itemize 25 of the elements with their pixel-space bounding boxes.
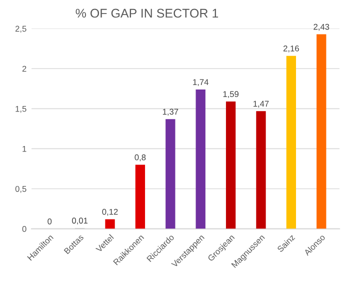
bar [166, 119, 176, 229]
bar [196, 89, 206, 229]
data-label: 1,37 [162, 108, 178, 116]
bar [226, 101, 236, 229]
bar [316, 34, 326, 229]
bar [135, 164, 146, 229]
bar [105, 219, 115, 229]
data-label: 0,8 [134, 154, 146, 162]
bar [286, 56, 296, 229]
data-label: 0 [48, 218, 52, 224]
data-label: 1,74 [193, 79, 208, 86]
y-tick-label: 0,5 [15, 186, 26, 193]
data-label: 0,01 [72, 218, 88, 225]
y-tick-label: 1 [22, 146, 26, 152]
data-label: 2,43 [314, 24, 330, 31]
y-tick-label: 2,5 [15, 26, 26, 33]
bar [256, 111, 266, 229]
data-label: 0,12 [102, 208, 118, 216]
y-tick-label: 1,5 [16, 106, 26, 113]
data-label: 2,16 [283, 46, 299, 52]
data-label: 1,59 [223, 91, 239, 98]
y-tick-label: 0 [22, 226, 26, 232]
y-tick-label: 2 [22, 66, 26, 72]
data-label: 1,47 [254, 100, 269, 108]
chart-title: % OF GAP IN SECTOR 1 [76, 8, 218, 18]
